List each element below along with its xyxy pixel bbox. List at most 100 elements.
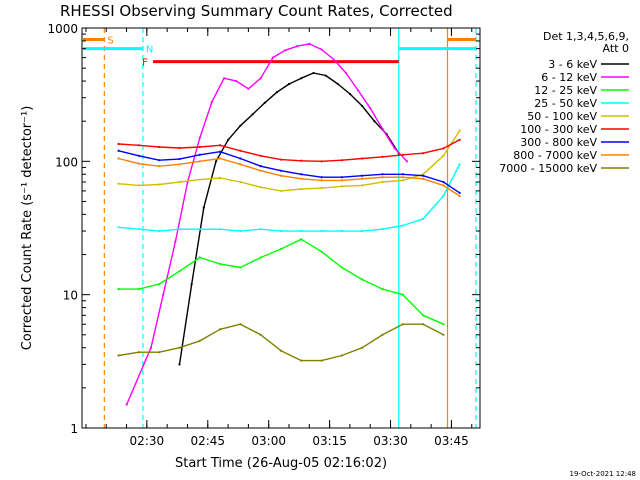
series-point-100-300-kev-10 bbox=[320, 160, 323, 163]
y-axis-ticks: 1 10 100 1000 bbox=[47, 22, 480, 436]
series-point-100-300-kev-9 bbox=[300, 159, 303, 162]
series-point-25-50-kev-14 bbox=[401, 224, 404, 227]
y-tick-label-1000: 1000 bbox=[47, 22, 78, 36]
series-point-300-800-kev-3 bbox=[178, 157, 181, 161]
series-point-100-300-kev-2 bbox=[158, 145, 161, 149]
series-point-6-12-kev-3 bbox=[174, 240, 177, 243]
series-point-6-12-kev-16 bbox=[332, 58, 335, 61]
series-point-12-25-kev-6 bbox=[239, 266, 242, 269]
series-point-300-800-kev-14 bbox=[401, 173, 404, 176]
series-point-3-6-kev-6 bbox=[251, 113, 254, 116]
legend-title: Det 1,3,4,5,6,9, bbox=[543, 30, 629, 43]
series-point-100-300-kev-13 bbox=[381, 155, 384, 158]
series-point-25-50-kev-7 bbox=[259, 228, 262, 231]
series-point-7000-15000-kev-0 bbox=[117, 354, 120, 357]
series-point-800-7000-kev-3 bbox=[178, 163, 181, 166]
series-point-50-100-kev-6 bbox=[239, 180, 242, 184]
series-point-300-800-kev-9 bbox=[300, 173, 303, 176]
series-point-800-7000-kev-10 bbox=[320, 179, 323, 182]
series-point-25-50-kev-4 bbox=[198, 228, 201, 231]
series-point-25-50-kev-10 bbox=[320, 229, 323, 233]
series-point-12-25-kev-3 bbox=[178, 270, 181, 273]
series-point-300-800-kev-2 bbox=[158, 159, 161, 162]
series-line-50-100-kev bbox=[118, 130, 461, 192]
series-point-3-6-kev-9 bbox=[288, 82, 291, 86]
series-point-6-12-kev-6 bbox=[210, 100, 214, 103]
series-point-3-6-kev-13 bbox=[336, 82, 339, 86]
series-point-3-6-kev-2 bbox=[202, 206, 205, 209]
y-tick-label-10: 10 bbox=[63, 289, 78, 303]
series-point-6-12-kev-18 bbox=[357, 89, 360, 92]
series-point-12-25-kev-1 bbox=[137, 288, 140, 291]
series-point-300-800-kev-12 bbox=[361, 174, 364, 177]
series-point-800-7000-kev-2 bbox=[158, 165, 161, 168]
x-axis-label: Start Time (26-Aug-05 02:16:02) bbox=[175, 456, 387, 471]
series-point-25-50-kev-16 bbox=[442, 194, 445, 198]
series-point-800-7000-kev-9 bbox=[300, 177, 303, 180]
series-point-12-25-kev-10 bbox=[320, 250, 323, 253]
series-point-50-100-kev-2 bbox=[158, 183, 161, 186]
series-point-300-800-kev-0 bbox=[117, 149, 120, 152]
series-point-25-50-kev-5 bbox=[218, 228, 222, 231]
series-point-100-300-kev-11 bbox=[340, 159, 344, 162]
series-point-25-50-kev-1 bbox=[137, 228, 140, 231]
series-point-50-100-kev-11 bbox=[340, 185, 344, 188]
series-point-3-6-kev-7 bbox=[263, 101, 266, 104]
series-point-100-300-kev-16 bbox=[442, 147, 445, 150]
series-point-800-7000-kev-13 bbox=[381, 176, 384, 179]
series-line-7000-15000-kev bbox=[118, 323, 444, 362]
series-line-25-50-kev bbox=[118, 163, 461, 232]
series-point-50-100-kev-8 bbox=[279, 189, 283, 193]
series-point-6-12-kev-5 bbox=[198, 136, 201, 139]
series-point-3-6-kev-14 bbox=[348, 92, 352, 96]
series-point-7000-15000-kev-15 bbox=[422, 323, 425, 326]
series-point-6-12-kev-1 bbox=[149, 346, 153, 349]
series-point-100-300-kev-6 bbox=[239, 149, 242, 152]
series-point-12-25-kev-4 bbox=[198, 256, 201, 259]
series-point-12-25-kev-5 bbox=[218, 262, 222, 266]
series-point-12-25-kev-14 bbox=[401, 293, 404, 296]
series-point-25-50-kev-9 bbox=[300, 229, 303, 233]
series-line-300-800-kev bbox=[118, 150, 461, 194]
series-point-3-6-kev-3 bbox=[214, 160, 218, 163]
series-point-3-6-kev-1 bbox=[190, 283, 193, 286]
footer-timestamp: 19-Oct-2021 12:48 bbox=[570, 470, 636, 478]
series-point-6-12-kev-12 bbox=[283, 49, 287, 52]
x-tick-label-0330: 03:30 bbox=[373, 434, 408, 448]
series-point-7000-15000-kev-3 bbox=[178, 346, 181, 349]
series-point-7000-15000-kev-16 bbox=[442, 333, 445, 336]
series-point-7000-15000-kev-1 bbox=[137, 351, 140, 354]
series-point-6-12-kev-8 bbox=[235, 79, 238, 83]
x-tick-label-0300: 03:00 bbox=[251, 434, 286, 448]
series-point-800-7000-kev-1 bbox=[137, 162, 140, 165]
series-point-12-25-kev-2 bbox=[158, 283, 161, 286]
series-point-12-25-kev-15 bbox=[422, 314, 425, 317]
series-point-6-12-kev-0 bbox=[125, 403, 128, 406]
series-point-25-50-kev-12 bbox=[361, 229, 364, 233]
series-point-300-800-kev-16 bbox=[442, 180, 445, 184]
series-point-12-25-kev-0 bbox=[117, 288, 120, 291]
series-point-3-6-kev-15 bbox=[361, 104, 364, 108]
series-point-300-800-kev-1 bbox=[137, 154, 140, 157]
flag-label-f: F bbox=[142, 58, 148, 69]
series-point-25-50-kev-8 bbox=[279, 229, 283, 233]
series-point-25-50-kev-2 bbox=[158, 229, 161, 233]
series-point-25-50-kev-11 bbox=[340, 229, 344, 233]
series-point-3-6-kev-16 bbox=[373, 120, 376, 123]
legend-label-300-800-kev: 300 - 800 keV bbox=[520, 136, 597, 149]
series-point-50-100-kev-12 bbox=[361, 184, 364, 187]
legend-label-12-25-kev: 12 - 25 keV bbox=[534, 84, 597, 97]
series-point-12-25-kev-11 bbox=[340, 266, 344, 269]
chart-title: RHESSI Observing Summary Count Rates, Co… bbox=[60, 2, 453, 20]
series-point-100-300-kev-1 bbox=[137, 144, 140, 147]
legend-label-100-300-kev: 100 - 300 keV bbox=[520, 123, 597, 136]
series-point-300-800-kev-5 bbox=[218, 150, 222, 153]
legend-label-7000-15000-kev: 7000 - 15000 keV bbox=[499, 162, 597, 175]
series-point-300-800-kev-17 bbox=[458, 191, 461, 194]
series-point-7000-15000-kev-11 bbox=[340, 354, 344, 357]
series-point-25-50-kev-0 bbox=[117, 226, 120, 229]
series-point-300-800-kev-15 bbox=[422, 174, 425, 177]
series-line-3-6-kev bbox=[178, 72, 400, 365]
series-point-50-100-kev-1 bbox=[137, 184, 140, 187]
